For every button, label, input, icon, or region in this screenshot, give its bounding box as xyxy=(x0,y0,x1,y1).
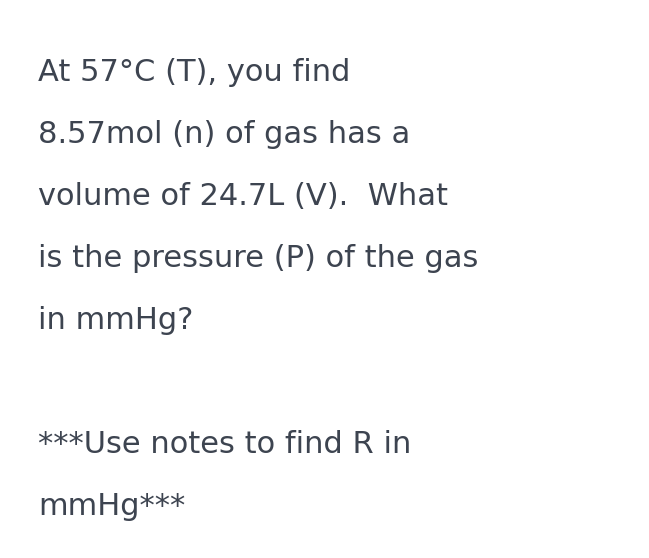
Text: is the pressure (P) of the gas: is the pressure (P) of the gas xyxy=(38,244,478,273)
Text: 8.57mol (n) of gas has a: 8.57mol (n) of gas has a xyxy=(38,120,410,149)
Text: mmHg***: mmHg*** xyxy=(38,492,185,521)
Text: ***Use notes to find R in: ***Use notes to find R in xyxy=(38,430,411,459)
Text: At 57°C (T), you find: At 57°C (T), you find xyxy=(38,58,350,87)
Text: volume of 24.7L (V).  What: volume of 24.7L (V). What xyxy=(38,182,448,211)
Text: in mmHg?: in mmHg? xyxy=(38,306,193,335)
